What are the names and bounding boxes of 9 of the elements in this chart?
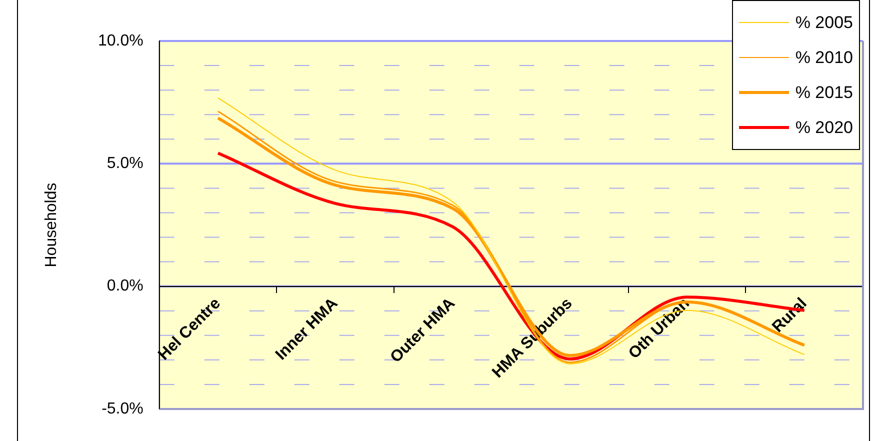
- legend-label: % 2010: [795, 47, 853, 69]
- y-tick-label: -5.0%: [102, 400, 144, 418]
- legend-label: % 2005: [795, 12, 853, 34]
- y-axis-title: Households: [43, 182, 61, 268]
- y-tick-label: 0.0%: [106, 278, 144, 295]
- y-tick-label: 5.0%: [106, 155, 144, 172]
- y-tick-label: 10.0%: [98, 32, 144, 50]
- legend-label: % 2015: [795, 82, 853, 104]
- legend-label: % 2020: [795, 117, 853, 139]
